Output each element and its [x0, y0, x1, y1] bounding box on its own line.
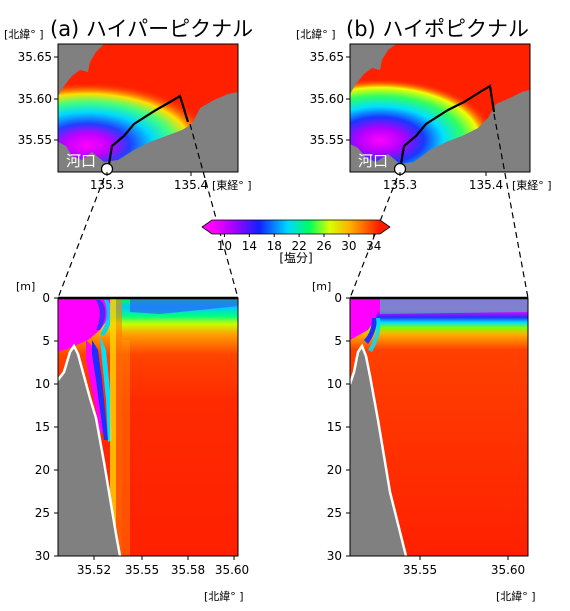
- section-a-ytick: 15: [35, 420, 50, 434]
- section-a-xtick: 35.58: [171, 563, 205, 577]
- colorbar-extend-left: [202, 220, 212, 234]
- map-a-ytick-1: 35.65: [18, 50, 52, 64]
- section-b-ytick: 15: [327, 420, 342, 434]
- map-a-land-north: [58, 44, 104, 96]
- map-a-frame: [57, 43, 239, 173]
- map-a-xlabel: [東経° ]: [212, 179, 252, 192]
- colorbar-tick-label: 30: [341, 239, 356, 253]
- section-b-ytick: 25: [327, 506, 342, 520]
- map-a-ytick-3: 35.55: [18, 133, 52, 147]
- section-b-ytick: 20: [327, 463, 342, 477]
- map-b-land-north: [350, 44, 396, 94]
- colorbar-tick-label: 34: [366, 239, 381, 253]
- map-b-land-south: [350, 90, 530, 172]
- section-a-ytick: 20: [35, 463, 50, 477]
- section-a-ytick: 0: [42, 291, 50, 305]
- section-b: [350, 298, 528, 556]
- section-a-ytick: 10: [35, 377, 50, 391]
- map-b-river-mouth-label: 河口: [358, 152, 388, 170]
- section-b-ytick: 10: [327, 377, 342, 391]
- map-b-xtick-2: 135.4: [469, 178, 503, 192]
- section-a-x-axis: 35.52 35.55 35.58 35.60 [北緯° ]: [77, 556, 249, 603]
- colorbar-extend-right: [380, 220, 390, 234]
- map-a-ytick-2: 35.60: [18, 92, 52, 106]
- map-b: [350, 44, 530, 172]
- colorbar-tick-label: 18: [267, 239, 282, 253]
- section-b-ytick: 5: [334, 334, 342, 348]
- section-b-y-axis: 0 5 10 15 20 25 30: [327, 291, 350, 563]
- section-b-xlabel: [北緯° ]: [496, 589, 536, 603]
- map-a-section-line: [106, 94, 190, 171]
- colorbar-gradient: [212, 220, 380, 234]
- map-b-ytick-1: 35.65: [310, 50, 344, 64]
- map-a-land-south: [58, 92, 238, 172]
- panel-a-title: (a) ハイパーピクナル: [50, 17, 253, 41]
- map-b-xlabel: [東経° ]: [512, 179, 552, 192]
- map-b-x-axis: 135.3 135.4 [東経° ]: [383, 172, 552, 192]
- colorbar-tick-label: 26: [316, 239, 331, 253]
- map-b-section-line: [398, 84, 496, 171]
- section-a-xlabel: [北緯° ]: [204, 589, 244, 603]
- map-b-ytick-3: 35.55: [310, 133, 344, 147]
- section-b-ytick: 0: [334, 291, 342, 305]
- section-a-ytick: 5: [42, 334, 50, 348]
- section-a-plunging-current: [86, 340, 104, 434]
- map-b-ylabel: [北緯° ]: [296, 27, 336, 41]
- section-a-xtick: 35.55: [125, 563, 159, 577]
- section-a-ytick: 25: [35, 506, 50, 520]
- section-b-plume-surface: [350, 298, 380, 340]
- map-b-y-axis: 35.65 35.60 35.55: [310, 50, 350, 147]
- colorbar-label: [塩分]: [279, 250, 312, 265]
- colorbar: 10 14 18 22 26 30 34 [塩分]: [201, 219, 391, 265]
- section-a-xtick: 35.52: [77, 563, 111, 577]
- section-b-ytick: 30: [327, 549, 342, 563]
- section-b-xtick: 35.60: [491, 563, 525, 577]
- section-a-ylabel: [m]: [16, 280, 35, 293]
- map-a-xtick-1: 135.3: [90, 178, 124, 192]
- map-a-xtick-2: 135.4: [174, 178, 208, 192]
- map-b-ytick-2: 35.60: [310, 92, 344, 106]
- section-b-ylabel: [m]: [312, 280, 331, 293]
- panel-b-title: (b) ハイポピクナル: [346, 17, 529, 41]
- colorbar-tick-label: 10: [217, 239, 232, 253]
- map-b-frame: [349, 43, 531, 173]
- section-a-front-band: [110, 298, 116, 556]
- section-a-plume-surface: [58, 298, 112, 352]
- map-a-x-axis: 135.3 135.4 [東経° ]: [90, 172, 252, 192]
- map-a-y-axis: 35.65 35.60 35.55: [18, 50, 58, 147]
- colorbar-tick-label: 22: [291, 239, 306, 253]
- colorbar-tick-label: 14: [242, 239, 257, 253]
- section-a-seabed: [58, 346, 120, 556]
- section-a-ytick: 30: [35, 549, 50, 563]
- section-a: [58, 298, 238, 556]
- map-a-river-mouth-label: 河口: [66, 152, 96, 170]
- section-a-xtick: 35.60: [215, 563, 249, 577]
- map-a: [58, 44, 238, 172]
- map-b-xtick-1: 135.3: [383, 178, 417, 192]
- section-a-y-axis: 0 5 10 15 20 25 30: [35, 291, 58, 563]
- section-b-x-axis: 35.55 35.60 [北緯° ]: [403, 556, 536, 603]
- map-a-ylabel: [北緯° ]: [4, 27, 44, 41]
- zoom-connectors: [57, 113, 529, 299]
- section-b-xtick: 35.55: [403, 563, 437, 577]
